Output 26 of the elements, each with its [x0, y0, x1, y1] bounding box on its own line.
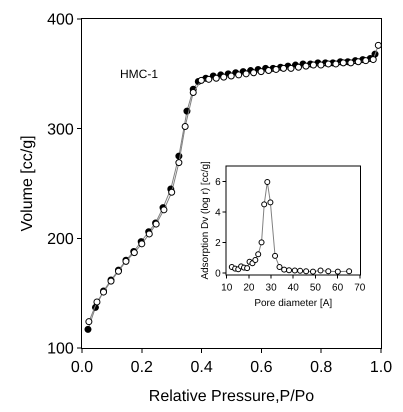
x-tick-label: 0.6 [250, 359, 273, 376]
x-tick-label: 10 [221, 282, 233, 294]
y-tick-label: 6 [215, 177, 222, 188]
x-tick-label: 20 [243, 282, 255, 294]
x-tick-label: 50 [310, 282, 322, 294]
x-tick-label: 30 [266, 282, 278, 294]
y-tick-label: 4 [215, 207, 222, 218]
y-tick-label: 0 [215, 268, 222, 280]
annotation: HMC-1 [120, 67, 158, 81]
y-axis-title: Volume [cc/g] [18, 135, 36, 232]
y-tick-label: 400 [47, 12, 74, 29]
y-tick-label: 2 [215, 238, 222, 249]
x-tick-label: 0.4 [190, 359, 213, 376]
x-axis-title: Relative Pressure,P/Po [148, 388, 314, 405]
y-tick-label: 300 [47, 121, 74, 138]
x-tick-label: 40 [288, 282, 300, 294]
x-axis-title: Pore diameter [A] [254, 298, 332, 309]
x-tick-label: 70 [354, 282, 366, 294]
x-tick-label: 1.0 [370, 359, 392, 376]
y-tick-label: 200 [47, 230, 74, 248]
x-tick-label: 60 [332, 282, 344, 294]
x-tick-label: 0.2 [130, 359, 154, 376]
x-tick-label: 0.0 [70, 359, 94, 376]
x-tick-label: 0.8 [310, 359, 332, 376]
y-axis-title: Adsorption Dv (log r) [cc/g] [200, 160, 212, 280]
y-tick-label: 100 [47, 340, 74, 358]
